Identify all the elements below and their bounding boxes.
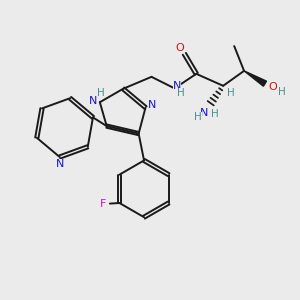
Text: N: N bbox=[173, 81, 181, 91]
Text: N: N bbox=[148, 100, 156, 110]
Text: H: H bbox=[211, 109, 219, 118]
Text: N: N bbox=[89, 96, 98, 106]
Text: H: H bbox=[178, 88, 185, 98]
Text: H: H bbox=[278, 87, 286, 97]
Text: N: N bbox=[200, 108, 208, 118]
Text: H: H bbox=[227, 88, 235, 98]
Text: F: F bbox=[100, 199, 106, 208]
Text: O: O bbox=[269, 82, 278, 92]
Text: O: O bbox=[175, 43, 184, 53]
Text: H: H bbox=[98, 88, 105, 98]
Polygon shape bbox=[244, 71, 266, 86]
Text: H: H bbox=[194, 112, 202, 122]
Text: N: N bbox=[56, 159, 64, 169]
